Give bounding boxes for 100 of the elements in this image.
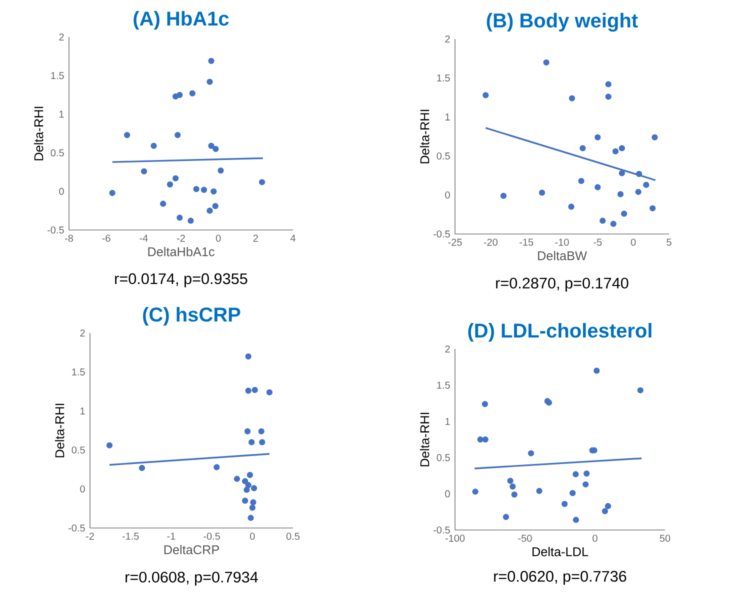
point [246, 472, 254, 478]
point [605, 81, 612, 88]
point [206, 78, 213, 85]
y-axis-title: Delta-RHI [34, 106, 44, 160]
point [188, 218, 194, 224]
point [242, 478, 248, 484]
point [602, 508, 608, 514]
y-tick-label: -0.5 [48, 226, 64, 234]
point [650, 205, 656, 212]
point [612, 148, 619, 154]
y-tick-label: 0.5 [436, 454, 450, 462]
y-tick-label: 2 [59, 34, 64, 40]
chart-title: (C) hsCRP [143, 306, 240, 326]
point [124, 132, 130, 138]
point [482, 436, 488, 443]
x-tick-label: -2 [86, 532, 94, 540]
point [250, 499, 256, 506]
point [584, 470, 590, 477]
point [580, 145, 586, 152]
x-tick-label: 0 [592, 534, 598, 542]
y-tick-label: 1 [445, 418, 450, 425]
point [570, 490, 576, 496]
point [594, 368, 600, 374]
point [206, 208, 213, 214]
point [172, 175, 179, 182]
y-tick-label: -0.5 [68, 524, 85, 532]
y-tick-label: 0.5 [72, 446, 85, 454]
point [234, 476, 240, 482]
point [620, 210, 628, 217]
x-tick-label: 4 [290, 234, 296, 242]
y-tick-label: 2 [445, 36, 450, 42]
x-tick-label: -4 [140, 234, 148, 242]
point [200, 186, 208, 193]
point [604, 503, 612, 510]
point [166, 181, 174, 188]
point [245, 353, 252, 360]
x-axis-title: DeltaCRP [164, 544, 219, 554]
x-tick-label: -25 [448, 238, 462, 246]
chart-title: (B) Body weight [486, 12, 638, 32]
point [150, 142, 157, 149]
point [189, 90, 196, 96]
point [214, 464, 220, 470]
y-tick-label: 0 [445, 490, 450, 498]
point [245, 482, 252, 488]
point [594, 134, 601, 140]
text: r=0.0620, p=0.7736 [494, 570, 626, 585]
y-tick-label: 1.5 [437, 74, 450, 82]
x-tick-label: -50 [518, 534, 532, 542]
x-tick-label: -10 [555, 238, 569, 246]
point [258, 428, 264, 434]
point [138, 464, 146, 472]
point [140, 168, 148, 174]
text: r=0.0608, p=0.7934 [126, 572, 258, 586]
y-tick-label: 1.5 [51, 72, 64, 80]
y-tick-label: 0.5 [50, 149, 64, 156]
point [252, 386, 258, 394]
point [208, 58, 214, 64]
chart-title: (D) LDL-cholesterol [468, 322, 652, 342]
point [259, 439, 266, 446]
point [244, 428, 251, 434]
x-axis-title: DeltaBW [538, 250, 587, 260]
point [477, 436, 484, 443]
point [212, 202, 218, 210]
y-tick-label: 0 [80, 485, 85, 493]
x-tick-label: -0.5 [204, 532, 220, 540]
x-tick-label: 2 [253, 234, 258, 242]
y-axis-title: Delta-RHI [420, 110, 430, 164]
point [500, 192, 507, 199]
text: r=0.0174, p=0.9355 [115, 273, 248, 288]
point [109, 190, 116, 196]
point [258, 179, 266, 186]
x-tick-label: 0 [630, 238, 636, 246]
x-tick-label: 5 [666, 238, 672, 246]
x-tick-label: -8 [64, 234, 74, 242]
point [511, 491, 518, 498]
point [543, 59, 550, 66]
point [244, 486, 250, 493]
point [536, 488, 542, 494]
point [578, 178, 584, 184]
y-axis-title: Delta-RHI [54, 404, 64, 458]
y-tick-label: 2 [445, 346, 450, 352]
point [248, 514, 254, 521]
point [637, 387, 644, 394]
point [248, 439, 255, 446]
point [482, 92, 489, 98]
point [618, 145, 625, 152]
x-tick-label: -20 [484, 238, 498, 246]
point [568, 204, 574, 210]
point [210, 188, 217, 194]
y-tick-label: -0.5 [434, 526, 450, 534]
point [510, 483, 516, 490]
point [643, 182, 650, 188]
point [193, 186, 200, 192]
point [172, 93, 179, 100]
point [528, 450, 534, 456]
y-tick-label: 2 [80, 330, 85, 336]
y-tick-label: 1.5 [72, 368, 85, 376]
point [652, 134, 658, 140]
point [618, 170, 625, 176]
point [617, 191, 624, 198]
